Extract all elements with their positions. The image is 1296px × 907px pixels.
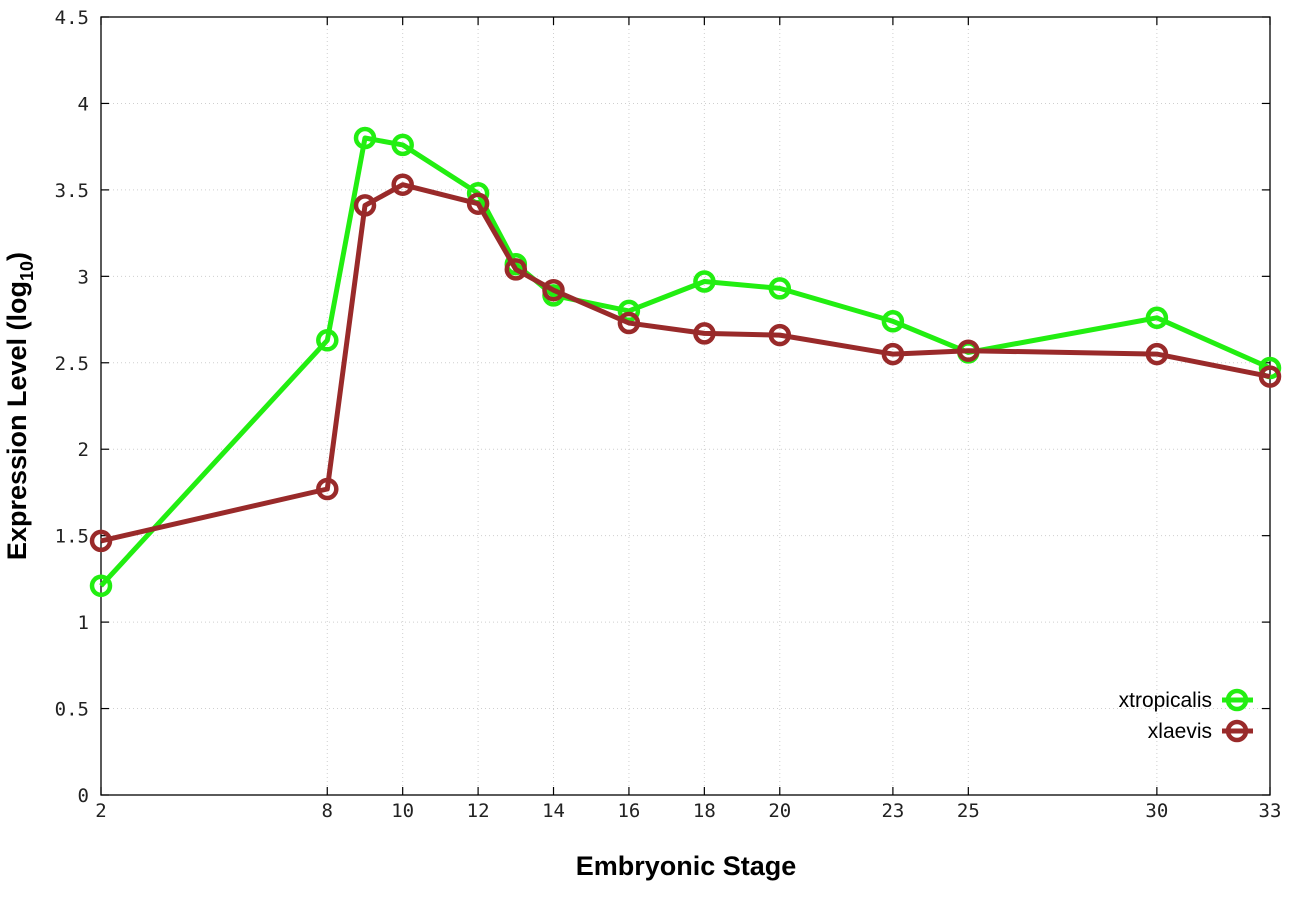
- y-tick-label: 4.5: [55, 7, 89, 29]
- y-tick-label: 2: [78, 439, 89, 461]
- data-point-xlaevis: [466, 192, 490, 215]
- x-tick-label: 33: [1259, 800, 1282, 822]
- y-tick-label: 3.5: [55, 180, 89, 202]
- y-axis-label-close: ): [2, 252, 32, 261]
- y-tick-label: 4: [78, 93, 89, 115]
- axis-ticks: 0 0.5 1 1.5 2 2.5 3 3.5 4 4.5 2 8 10 12 14 16 18 20 23 25 30…: [55, 7, 1282, 822]
- y-tick-label: 1: [78, 612, 89, 634]
- y-axis-label: Expression Level (log10): [2, 252, 37, 560]
- data-point-xlaevis: [316, 477, 339, 501]
- plot-frame: [100, 16, 1271, 796]
- x-tick-label: 25: [957, 800, 980, 822]
- data-point-xtropicalis: [693, 270, 716, 293]
- x-tick-label: 12: [467, 800, 490, 822]
- data-point-xlaevis: [693, 322, 716, 345]
- legend-label-xtropicalis: xtropicalis: [1119, 689, 1212, 712]
- x-tick-label: 23: [881, 800, 904, 822]
- y-tick-label: 3: [78, 266, 89, 288]
- y-tick-label: 2.5: [55, 353, 89, 375]
- data-point-xlaevis: [391, 173, 414, 196]
- data-point-xlaevis: [89, 529, 113, 553]
- y-axis-label-subscript: 10: [17, 261, 37, 281]
- series-xlaevis: [89, 173, 1282, 553]
- x-tick-label: 30: [1145, 800, 1168, 822]
- y-axis-label-main: Expression Level (log: [2, 281, 32, 560]
- data-point-xtropicalis: [316, 329, 339, 352]
- data-point-xlaevis: [542, 278, 565, 302]
- legend-marker-xlaevis: [1225, 719, 1249, 743]
- data-point-xtropicalis: [617, 299, 641, 323]
- legend-label-xlaevis: xlaevis: [1148, 720, 1212, 743]
- data-point-xlaevis: [504, 258, 528, 281]
- y-tick-label: 1.5: [55, 526, 89, 548]
- grid: [101, 17, 1270, 795]
- x-tick-label: 10: [391, 800, 414, 822]
- data-point-xlaevis: [617, 311, 641, 335]
- data-point-xlaevis: [881, 342, 905, 366]
- y-tick-label: 0.5: [55, 699, 89, 721]
- data-point-xlaevis: [957, 339, 980, 362]
- y-tick-label: 0: [78, 785, 89, 807]
- data-point-xtropicalis: [768, 277, 792, 300]
- x-axis-label: Embryonic Stage: [576, 851, 797, 881]
- series-xtropicalis: [89, 126, 1282, 598]
- data-point-xlaevis: [1145, 342, 1169, 366]
- x-tick-label: 14: [542, 800, 565, 822]
- x-tick-label: 20: [768, 800, 791, 822]
- data-point-xtropicalis: [1145, 306, 1169, 330]
- data-point-xtropicalis: [1258, 356, 1282, 380]
- data-point-xtropicalis: [391, 133, 414, 157]
- series-line-xtropicalis: [99, 135, 1272, 588]
- data-point-xlaevis: [1258, 365, 1282, 388]
- data-point-xtropicalis: [89, 574, 113, 598]
- x-tick-label: 16: [617, 800, 640, 822]
- x-tick-label: 8: [322, 800, 333, 822]
- legend: xtropicalis xlaevis: [1119, 688, 1253, 743]
- data-point-xtropicalis: [881, 310, 905, 333]
- data-point-xtropicalis: [353, 126, 377, 150]
- data-point-xlaevis: [353, 194, 377, 217]
- data-point-xlaevis: [768, 323, 792, 347]
- series-group: [89, 126, 1282, 598]
- x-tick-label: 2: [95, 800, 106, 822]
- legend-marker-xtropicalis: [1225, 688, 1249, 712]
- x-tick-label: 18: [693, 800, 716, 822]
